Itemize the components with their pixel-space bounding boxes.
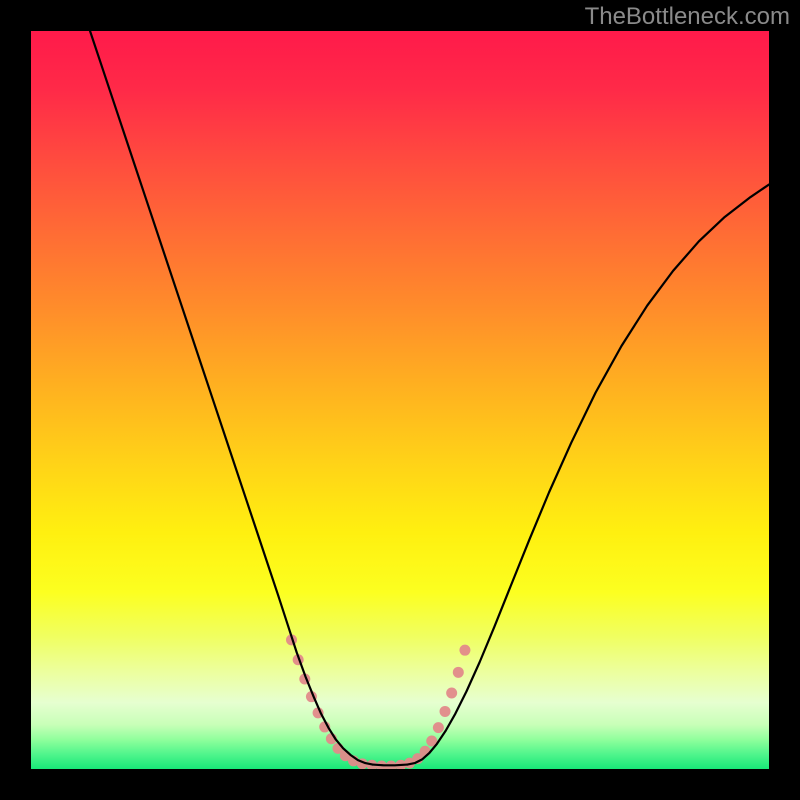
- chart-container: TheBottleneck.com: [0, 0, 800, 800]
- plot-area: [31, 31, 769, 769]
- watermark-text: TheBottleneck.com: [585, 3, 790, 31]
- curve-flat: [373, 765, 408, 766]
- gradient-background: [31, 31, 769, 769]
